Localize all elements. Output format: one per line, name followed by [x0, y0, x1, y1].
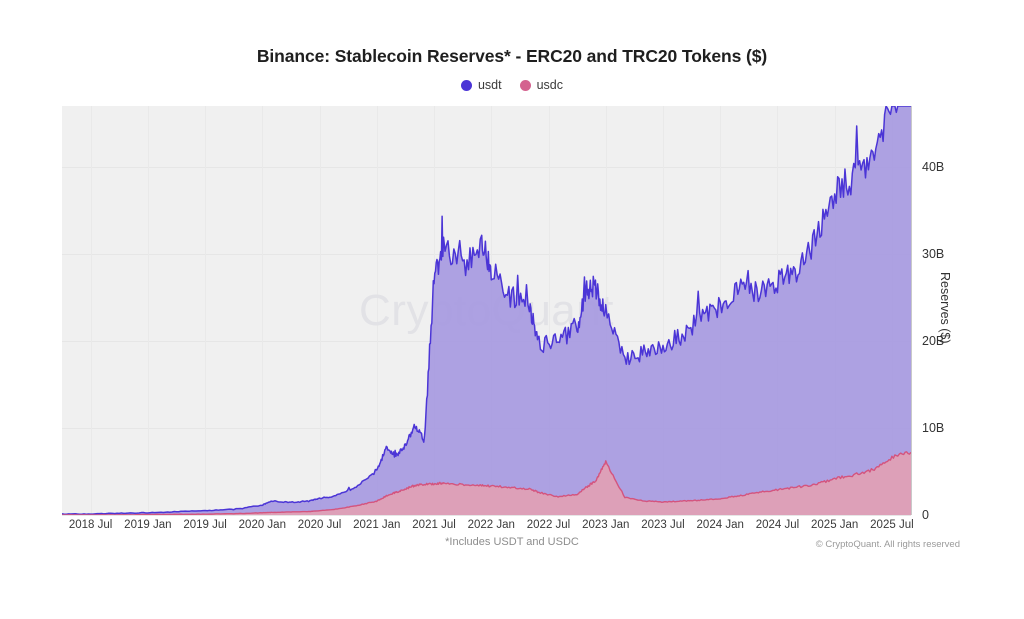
- legend-label-usdt: usdt: [477, 78, 502, 92]
- page-title: Binance: Stablecoin Reserves* - ERC20 an…: [256, 46, 768, 66]
- vertical-gridline: [548, 106, 550, 515]
- x-tick-label: 2023 Jul: [641, 519, 685, 531]
- vertical-gridline: [262, 106, 264, 515]
- y-tick-label: 0: [922, 508, 929, 522]
- x-tick-label: 2020 Jul: [297, 519, 342, 531]
- x-tick-label: 2020 Jan: [238, 519, 286, 531]
- x-tick-label: 2024 Jul: [755, 519, 800, 531]
- vertical-gridline: [90, 106, 92, 515]
- chart-legend: usdt usdc: [0, 78, 1024, 92]
- usdt-area: [62, 106, 911, 515]
- x-tick-label: 2022 Jul: [526, 519, 571, 531]
- vertical-gridline: [205, 106, 207, 515]
- copyright-notice: © CryptoQuant. All rights reserved: [815, 539, 960, 550]
- x-tick-label: 2019 Jan: [124, 519, 172, 531]
- legend-item-usdt[interactable]: usdt: [460, 78, 502, 92]
- legend-color-swatch-usdc: [519, 79, 531, 91]
- vertical-gridline: [147, 106, 149, 515]
- plot-area[interactable]: CryptoQuant: [62, 106, 911, 516]
- y-tick-label: 20B: [922, 333, 945, 348]
- footnote: *Includes USDT and USDC: [445, 536, 579, 548]
- x-tick-label: 2021 Jan: [353, 519, 401, 531]
- usdt-line: [62, 106, 911, 515]
- vertical-gridline: [662, 106, 664, 515]
- series-plot: [62, 106, 911, 515]
- y-axis-title: Reserves ($): [938, 272, 952, 344]
- y-axis-line: [911, 106, 912, 515]
- usdc-line: [62, 451, 911, 515]
- legend-item-usdc[interactable]: usdc: [519, 78, 564, 92]
- y-tick-label: 30B: [922, 246, 945, 261]
- legend-color-swatch-usdt: [460, 79, 472, 91]
- x-tick-label: 2025 Jul: [870, 519, 914, 531]
- legend-label-usdc: usdc: [536, 78, 564, 92]
- y-tick-label: 40B: [922, 159, 945, 174]
- gridline-0: [62, 515, 911, 516]
- gridline-40B: [62, 166, 911, 168]
- vertical-gridline: [376, 106, 378, 515]
- x-tick-label: 2024 Jan: [696, 519, 744, 531]
- x-tick-label: 2022 Jan: [467, 519, 515, 531]
- x-tick-label: 2025 Jan: [811, 519, 859, 531]
- x-tick-label: 2019 Jul: [183, 519, 227, 531]
- y-tick-label: 10B: [922, 420, 945, 435]
- usdc-area: [62, 451, 911, 515]
- x-tick-label: 2023 Jan: [582, 519, 630, 531]
- x-tick-label: 2018 Jul: [68, 519, 113, 531]
- x-tick-label: 2021 Jul: [412, 519, 456, 531]
- vertical-gridline: [319, 106, 321, 515]
